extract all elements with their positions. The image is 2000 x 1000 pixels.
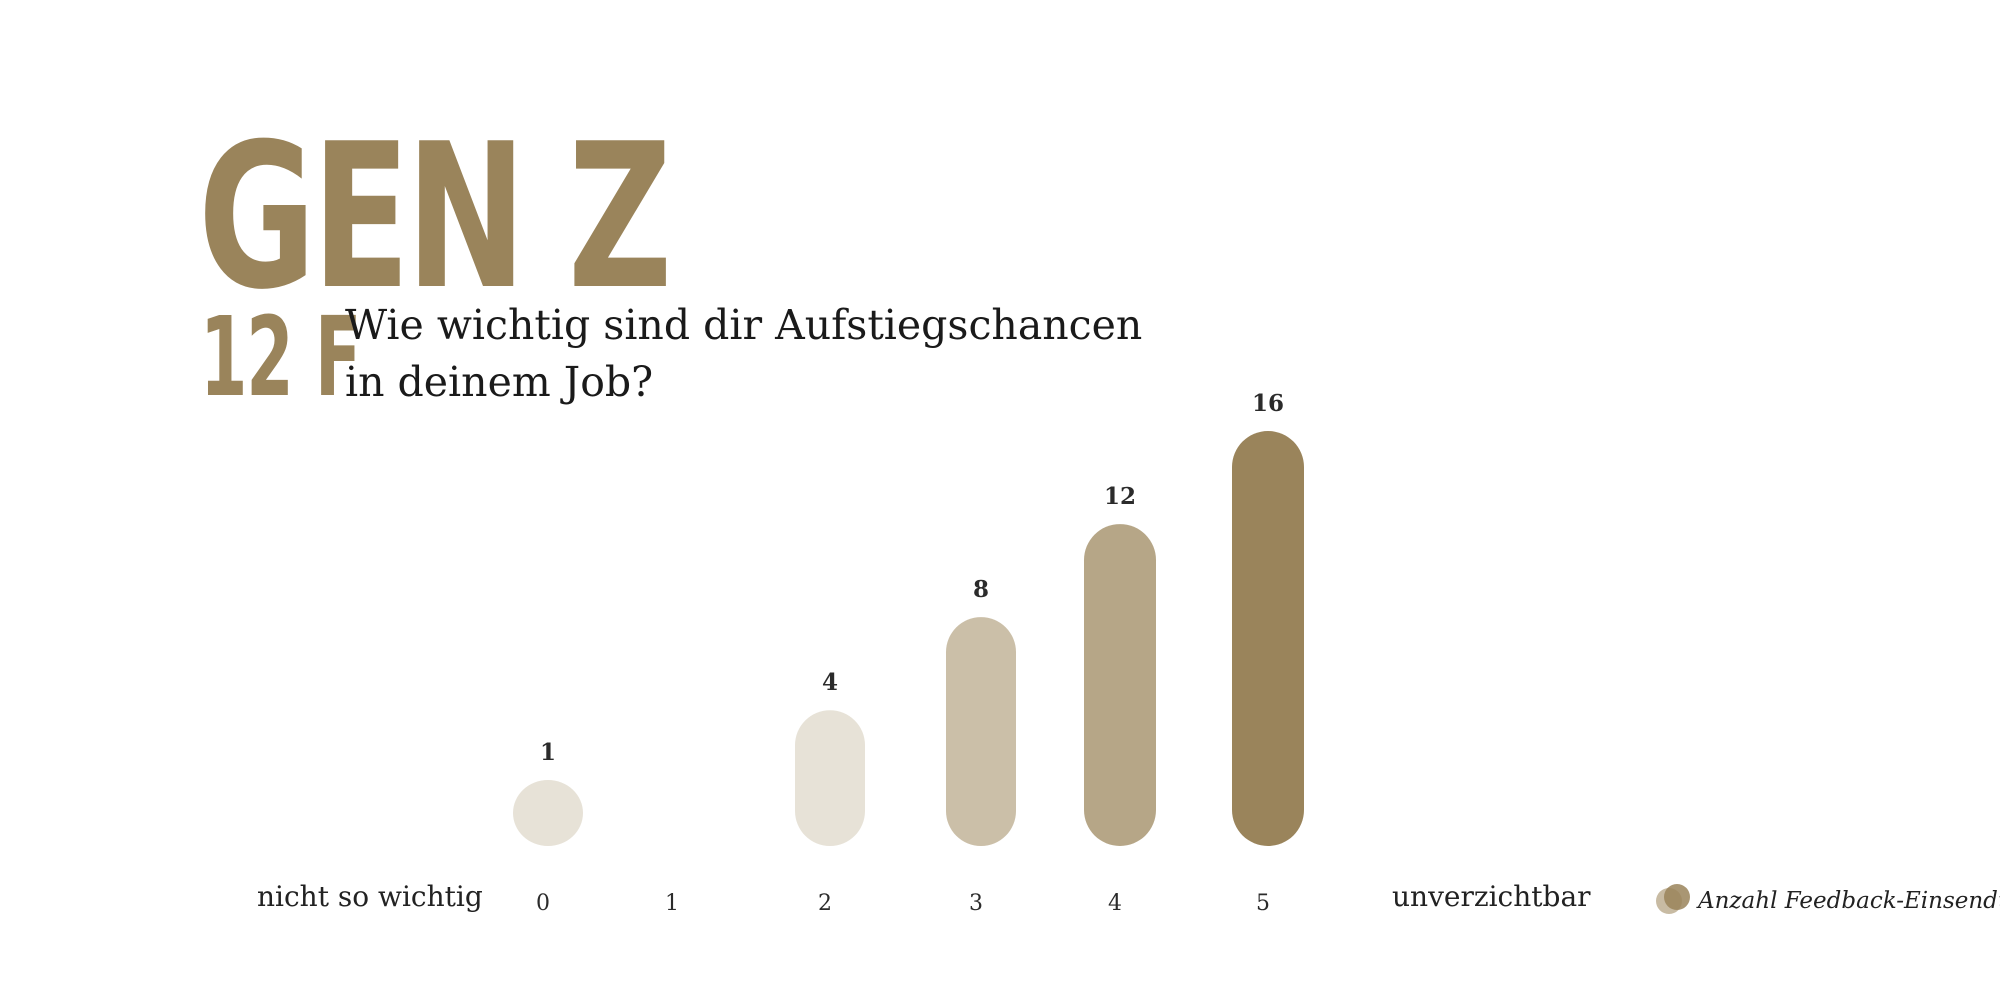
bar-4 (1084, 524, 1156, 846)
scale-low-label: nicht so wichtig (257, 880, 483, 913)
legend-circles-icon (1656, 884, 1690, 918)
tick-label-3: 3 (969, 891, 983, 916)
bar-3 (946, 617, 1016, 846)
legend-label: Anzahl Feedback-Einsendungen (1698, 888, 2000, 914)
tick-label-0: 0 (536, 891, 550, 916)
value-label-2: 4 (822, 669, 838, 696)
value-label-5: 16 (1252, 390, 1284, 417)
scale-high-label: unverzichtbar (1392, 880, 1591, 913)
value-label-0: 1 (540, 739, 556, 766)
value-label-3: 8 (973, 576, 989, 603)
tick-label-1: 1 (665, 891, 679, 916)
tick-label-5: 5 (1256, 891, 1270, 916)
bar-2 (795, 710, 865, 846)
tick-label-2: 2 (818, 891, 832, 916)
question-text: Wie wichtig sind dir Aufstiegschancen in… (345, 301, 1143, 406)
question-code: 12 F (200, 293, 362, 421)
value-label-4: 12 (1104, 483, 1136, 510)
page-title: GEN Z (198, 101, 672, 334)
tick-label-4: 4 (1108, 891, 1122, 916)
legend: Anzahl Feedback-Einsendungen (1656, 884, 2000, 918)
bar-5 (1232, 431, 1304, 846)
bar-0 (513, 780, 583, 846)
